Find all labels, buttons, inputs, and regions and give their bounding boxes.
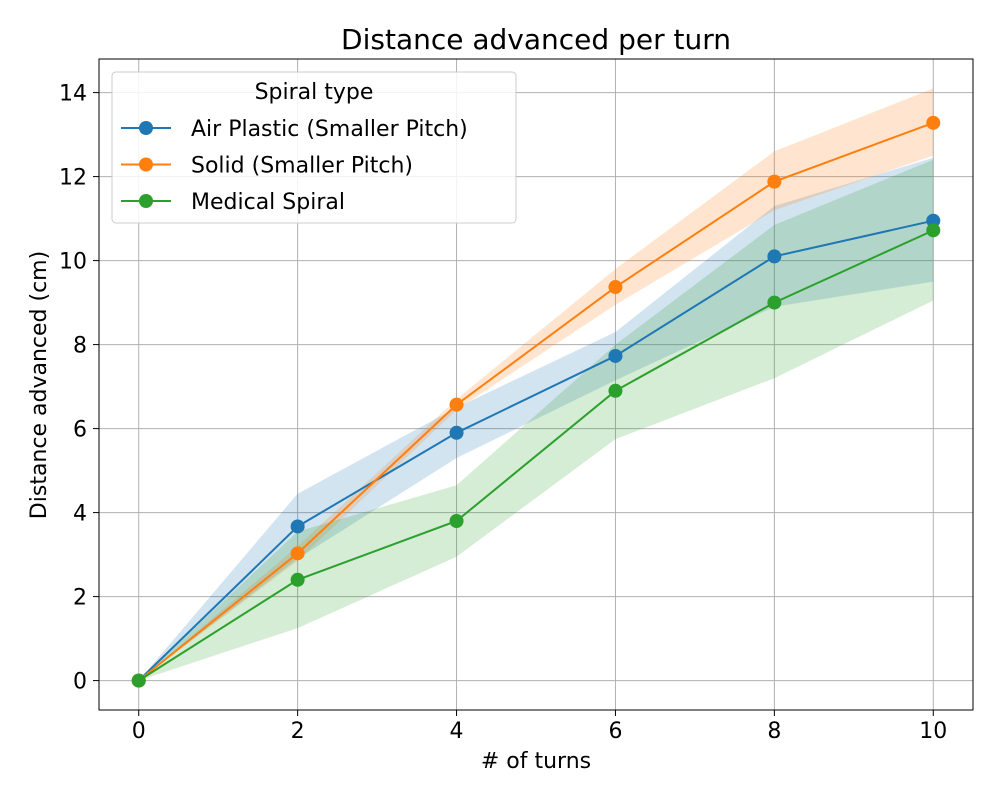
y-tick-label: 8 [73,334,87,359]
y-tick-label: 10 [59,250,87,275]
solid-smaller-pitch-band [138,88,934,681]
medical-spiral-band [138,159,934,681]
x-tick-label: 6 [608,719,622,744]
solid-smaller-pitch-point [449,397,464,412]
air-plastic-smaller-pitch-point [290,519,305,534]
x-tick-label: 4 [450,719,464,744]
plot-frame [98,58,974,711]
y-tick-label: 2 [73,586,87,611]
axis-ticks: 0 2 4 6 8 10 0 2 4 6 8 10 12 14 [59,82,947,744]
solid-smaller-pitch-line [138,121,934,682]
medical-spiral-point [767,295,782,310]
air-plastic-smaller-pitch-legend-marker [139,121,153,135]
y-tick-label: 14 [59,82,87,107]
medical-spiral-point [449,514,464,528]
air-plastic-smaller-pitch-point [767,249,782,264]
y-tick-label: 6 [73,418,87,443]
chart-title: Distance advanced per turn [341,23,731,56]
y-axis-label: Distance advanced (cm) [27,251,52,519]
grid [99,59,973,710]
series-points [131,115,941,688]
solid-smaller-pitch-point [608,280,623,295]
air-plastic-smaller-pitch-line [138,219,934,682]
medical-spiral-legend-label: Medical Spiral [191,190,345,215]
air-plastic-smaller-pitch-band [138,157,934,681]
solid-smaller-pitch-legend-marker [139,157,153,172]
legend-items: Air Plastic (Smaller Pitch) Solid (Smalle… [121,117,468,215]
solid-smaller-pitch-legend-label: Solid (Smaller Pitch) [191,154,413,179]
air-plastic-smaller-pitch-point [608,348,623,363]
medical-spiral-point [608,383,623,398]
legend: Spiral type Air Plastic (Smaller Pitch) S… [111,71,517,224]
confidence-bands [138,88,934,681]
medical-spiral-legend-marker [139,194,153,208]
medical-spiral-point [290,572,305,587]
x-tick-label: 10 [919,719,947,744]
solid-smaller-pitch-point [290,546,305,561]
x-tick-label: 8 [767,719,781,744]
y-tick-label: 0 [73,670,87,695]
medical-spiral-point [926,223,941,238]
legend-box [111,71,517,224]
x-tick-label: 0 [132,719,146,744]
legend-title: Spiral type [255,80,374,105]
air-plastic-smaller-pitch-legend-label: Air Plastic (Smaller Pitch) [191,117,468,142]
solid-smaller-pitch-point [767,174,782,189]
series-lines [138,121,934,682]
x-axis-label: # of turns [481,749,591,774]
solid-smaller-pitch-point [926,115,941,130]
y-tick-label: 12 [59,166,87,191]
air-plastic-smaller-pitch-point [449,425,464,440]
x-tick-label: 2 [291,719,305,744]
air-plastic-smaller-pitch-point [926,213,941,228]
y-tick-label: 4 [73,502,87,527]
medical-spiral-point [131,673,146,688]
medical-spiral-line [138,229,934,682]
